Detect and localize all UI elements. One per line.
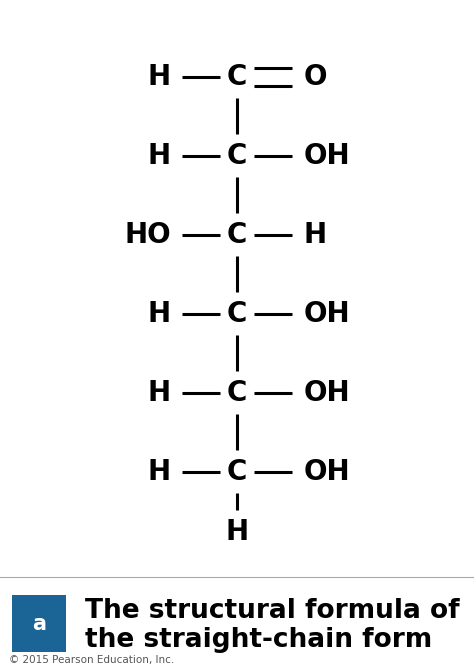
Text: C: C [227, 379, 247, 407]
Text: OH: OH [303, 379, 350, 407]
Text: O: O [303, 63, 327, 91]
Text: OH: OH [303, 142, 350, 170]
Text: C: C [227, 63, 247, 91]
Text: a: a [32, 614, 46, 634]
Text: HO: HO [124, 221, 171, 249]
Text: H: H [147, 458, 171, 486]
Text: H: H [147, 142, 171, 170]
Text: C: C [227, 142, 247, 170]
Text: © 2015 Pearson Education, Inc.: © 2015 Pearson Education, Inc. [9, 655, 175, 665]
Text: H: H [147, 300, 171, 328]
Text: OH: OH [303, 300, 350, 328]
Text: OH: OH [303, 458, 350, 486]
Text: C: C [227, 300, 247, 328]
Text: C: C [227, 221, 247, 249]
Text: the straight-chain form: the straight-chain form [85, 627, 433, 653]
Text: H: H [303, 221, 327, 249]
FancyBboxPatch shape [12, 595, 66, 652]
Text: H: H [147, 379, 171, 407]
Text: H: H [226, 518, 248, 546]
Text: C: C [227, 458, 247, 486]
Text: H: H [147, 63, 171, 91]
Text: The structural formula of: The structural formula of [85, 598, 460, 624]
